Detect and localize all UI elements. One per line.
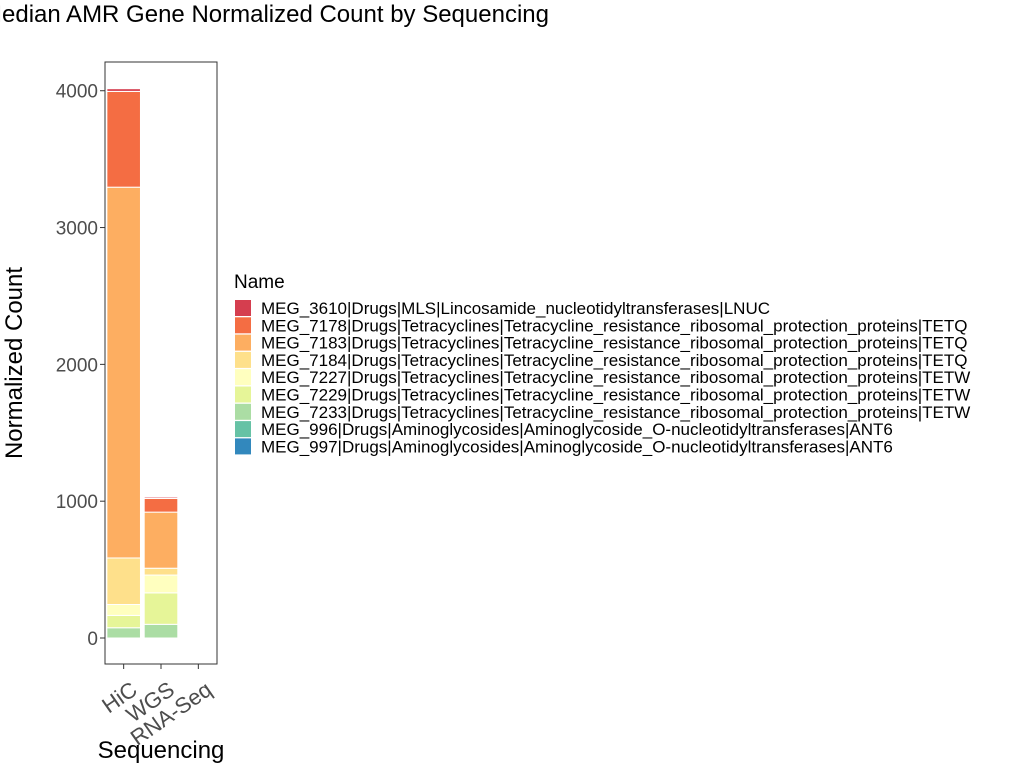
legend-label: MEG_7227|Drugs|Tetracyclines|Tetracyclin… bbox=[261, 368, 970, 387]
legend-swatch bbox=[235, 421, 251, 438]
bar-segment bbox=[143, 497, 179, 513]
bar-segment bbox=[143, 592, 179, 625]
legend-label: MEG_7233|Drugs|Tetracyclines|Tetracyclin… bbox=[261, 403, 970, 422]
legend-swatch bbox=[235, 351, 251, 368]
legend-swatch bbox=[235, 300, 251, 316]
legend-title: Name bbox=[234, 272, 285, 293]
bar-segment bbox=[143, 511, 179, 569]
chart-title: Median AMR Gene Normalized Count by Sequ… bbox=[0, 1, 549, 28]
bar-segment bbox=[106, 614, 141, 629]
y-tick-label: 2000 bbox=[56, 355, 98, 376]
legend-label: MEG_996|Drugs|Aminoglycosides|Aminoglyco… bbox=[261, 420, 893, 439]
bar-segment bbox=[106, 603, 141, 616]
bar-segment bbox=[106, 557, 141, 605]
y-tick-label: 1000 bbox=[56, 492, 98, 513]
legend-swatch bbox=[235, 317, 251, 334]
bar-segment bbox=[143, 567, 179, 576]
legend-swatch bbox=[235, 403, 251, 420]
legend: Name MEG_3610|Drugs|MLS|Lincosamide_nucl… bbox=[234, 272, 970, 456]
y-axis: 0 1000 2000 3000 4000 bbox=[56, 82, 105, 650]
legend-label: MEG_7183|Drugs|Tetracyclines|Tetracyclin… bbox=[261, 334, 967, 353]
bar-segment bbox=[106, 90, 141, 188]
legend-label: MEG_7229|Drugs|Tetracyclines|Tetracyclin… bbox=[261, 386, 970, 405]
y-axis-title: Normalized Count bbox=[1, 267, 28, 459]
legend-swatch bbox=[235, 369, 251, 386]
bar-segment bbox=[106, 88, 141, 92]
legend-label: MEG_3610|Drugs|MLS|Lincosamide_nucleotid… bbox=[261, 299, 770, 318]
legend-label: MEG_7178|Drugs|Tetracyclines|Tetracyclin… bbox=[261, 316, 967, 335]
legend-swatch bbox=[235, 386, 251, 403]
legend-swatch bbox=[235, 438, 251, 455]
y-tick-label: 4000 bbox=[56, 82, 98, 103]
x-axis-title: Sequencing bbox=[98, 737, 225, 764]
bar-segment bbox=[106, 627, 141, 639]
bar-segment bbox=[143, 574, 179, 594]
legend-label: MEG_7184|Drugs|Tetracyclines|Tetracyclin… bbox=[261, 351, 967, 370]
y-tick-label: 0 bbox=[87, 629, 98, 650]
y-tick-label: 3000 bbox=[56, 219, 98, 240]
bars-layer bbox=[106, 88, 179, 639]
legend-label: MEG_997|Drugs|Aminoglycosides|Aminoglyco… bbox=[261, 437, 893, 456]
bar-segment bbox=[106, 186, 141, 559]
legend-swatch bbox=[235, 334, 251, 351]
bar-segment bbox=[143, 496, 179, 499]
bar-segment bbox=[143, 623, 179, 639]
